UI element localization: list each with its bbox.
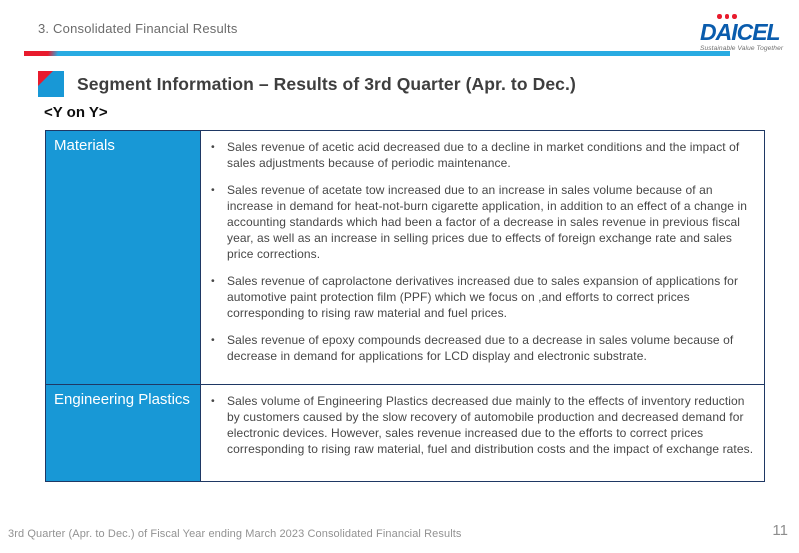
row-content-materials: • Sales revenue of acetic acid decreased…: [200, 130, 765, 385]
logo-brand: DAICEL: [700, 19, 781, 45]
bullet-marker-icon: •: [211, 334, 215, 346]
segment-table: Materials • Sales revenue of acetic acid…: [45, 130, 765, 482]
title-bullet-icon: [38, 71, 64, 97]
bullet-text: Sales revenue of acetic acid decreased d…: [227, 140, 740, 170]
bullet-text: Sales volume of Engineering Plastics dec…: [227, 394, 754, 456]
page-number: 11: [772, 522, 788, 539]
header-divider: [24, 51, 730, 56]
row-content-engineering-plastics: • Sales volume of Engineering Plastics d…: [200, 384, 765, 482]
row-label-materials: Materials: [45, 130, 201, 385]
bullet-marker-icon: •: [211, 275, 215, 287]
bullet-text: Sales revenue of acetate tow increased d…: [227, 183, 748, 261]
table-row-materials: Materials • Sales revenue of acetic acid…: [45, 130, 765, 385]
bullet-text: Sales revenue of epoxy compounds decreas…: [227, 333, 734, 363]
bullet-text: Sales revenue of caprolactone derivative…: [227, 274, 739, 320]
page-title: Segment Information – Results of 3rd Qua…: [77, 73, 576, 94]
logo-dot-icon: [732, 14, 737, 19]
title-row: Segment Information – Results of 3rd Qua…: [38, 71, 576, 97]
list-item: • Sales revenue of epoxy compounds decre…: [208, 332, 754, 364]
bullet-marker-icon: •: [211, 184, 215, 196]
logo-dot-icon: [717, 14, 722, 19]
list-item: • Sales revenue of caprolactone derivati…: [208, 273, 754, 321]
bullet-marker-icon: •: [211, 141, 215, 153]
list-item: • Sales revenue of acetic acid decreased…: [208, 139, 754, 171]
footer-text: 3rd Quarter (Apr. to Dec.) of Fiscal Yea…: [8, 528, 462, 540]
table-row-engineering-plastics: Engineering Plastics • Sales volume of E…: [45, 384, 765, 482]
logo-dot-icon: [724, 14, 729, 19]
logo-tagline: Sustainable Value Together: [700, 45, 784, 53]
daicel-logo: DAICEL Sustainable Value Together: [700, 14, 792, 52]
list-item: • Sales revenue of acetate tow increased…: [208, 182, 754, 262]
row-label-engineering-plastics: Engineering Plastics: [45, 384, 201, 482]
list-item: • Sales volume of Engineering Plastics d…: [208, 393, 754, 457]
subtitle-y-on-y: <Y on Y>: [44, 104, 108, 121]
logo-dots-icon: [717, 14, 792, 19]
breadcrumb: 3. Consolidated Financial Results: [38, 21, 238, 36]
bullet-marker-icon: •: [211, 395, 215, 407]
